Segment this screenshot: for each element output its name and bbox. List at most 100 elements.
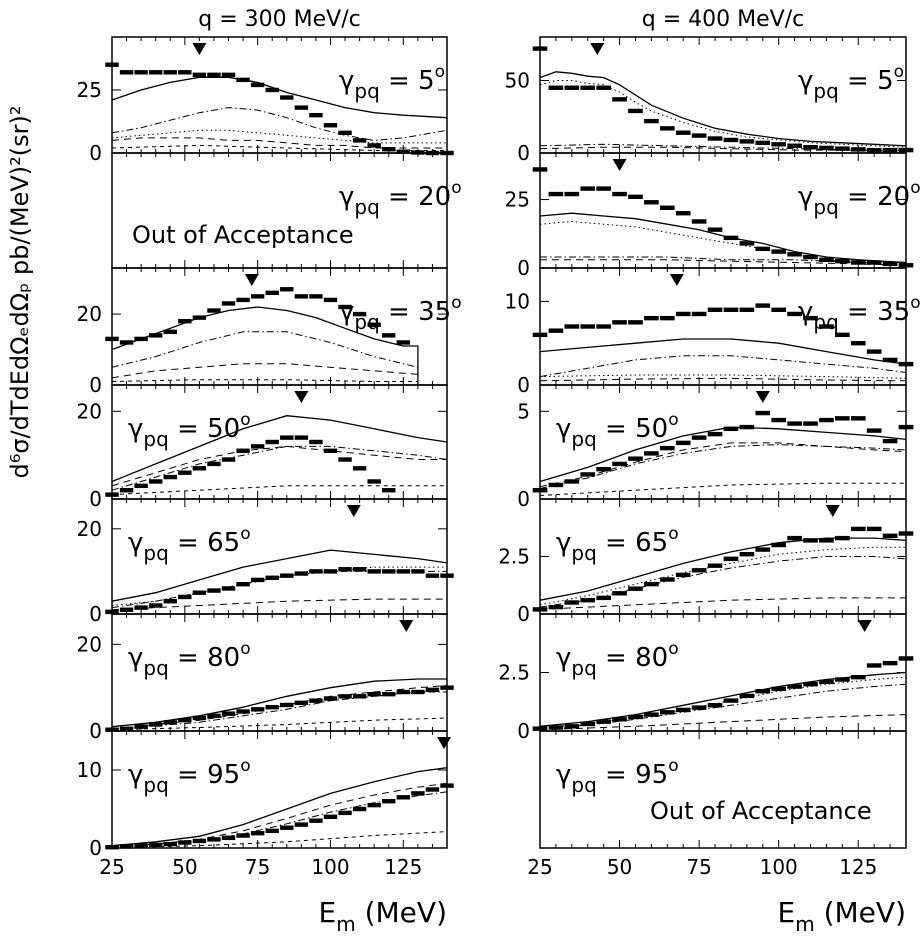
data-point (440, 783, 454, 788)
gamma-label: γpq = 80o (128, 639, 251, 680)
data-point (338, 810, 352, 816)
gamma-label: γpq = 65o (556, 524, 679, 565)
data-point (771, 249, 787, 254)
curve-dash-dot (539, 355, 907, 378)
y-tick-label: 50 (505, 69, 530, 93)
data-point (739, 693, 755, 699)
curve-dashed (111, 445, 447, 487)
acceptance-arrow-marker (590, 43, 605, 55)
data-point (250, 707, 265, 712)
y-tick-label: 2.5 (498, 661, 530, 685)
data-point (548, 604, 564, 610)
data-point (787, 311, 802, 317)
data-point (771, 417, 787, 423)
data-point (352, 138, 367, 143)
data-point (644, 118, 659, 124)
data-point (835, 332, 850, 338)
data-point (309, 698, 323, 703)
data-point (178, 70, 192, 75)
data-point (803, 254, 818, 260)
data-point (548, 725, 564, 730)
data-point (192, 715, 207, 721)
data-point (221, 835, 236, 841)
data-point (659, 126, 675, 131)
data-point (280, 287, 294, 292)
data-point (691, 311, 707, 317)
panel-q300-gamma-80: 0 20 γpq = 80o (77, 613, 454, 743)
data-point (819, 417, 834, 423)
data-point (596, 719, 611, 724)
curve-dashed (539, 597, 906, 610)
data-point (819, 538, 834, 543)
data-point (309, 294, 323, 299)
data-point (309, 439, 323, 445)
data-point (835, 677, 850, 682)
data-point (882, 261, 898, 267)
panel-q400-gamma-65: 0 2.5 γpq = 65o (498, 498, 914, 626)
data-point (367, 322, 381, 327)
data-point (564, 600, 580, 605)
data-point (294, 700, 309, 706)
curve-dash-dot (111, 331, 419, 368)
panel-frame (539, 730, 907, 849)
data-point (440, 685, 454, 690)
gamma-label: γpq = 50o (556, 410, 679, 451)
data-point (739, 552, 755, 557)
data-point (787, 684, 802, 689)
data-point (564, 724, 580, 729)
data-point (119, 70, 134, 75)
data-point (207, 308, 221, 313)
data-point (163, 841, 177, 847)
y-tick-label: 25 (505, 188, 530, 212)
data-point (105, 492, 119, 497)
data-point (548, 191, 564, 197)
data-point (675, 211, 691, 216)
data-point (352, 311, 367, 317)
data-point (612, 320, 627, 325)
data-point (612, 191, 627, 197)
x-tick-label: 25 (99, 855, 124, 879)
data-point (323, 569, 338, 574)
data-point (221, 457, 236, 462)
data-point (207, 837, 221, 842)
data-point (612, 461, 627, 467)
data-point (548, 482, 564, 488)
curve-total (111, 767, 448, 847)
data-point (691, 133, 707, 138)
curve-dash-dot (111, 570, 447, 609)
data-point (866, 147, 882, 153)
curve-dotted (539, 80, 907, 148)
data-point (675, 440, 691, 446)
panel-q400-gamma-20: 0 25 γpq = 20o (505, 152, 921, 280)
data-point (265, 828, 279, 834)
data-point (382, 799, 396, 804)
panel-q400-gamma-80: 0 2.5 γpq = 80o (498, 613, 914, 743)
data-point (352, 694, 367, 699)
data-point (280, 95, 294, 100)
data-point (723, 307, 739, 312)
data-point (192, 72, 207, 78)
data-point (675, 130, 691, 135)
data-point (580, 472, 596, 477)
data-point (771, 307, 787, 312)
data-point (192, 590, 207, 595)
data-point (787, 421, 802, 426)
data-point (691, 219, 707, 224)
curve-dash-dot (539, 143, 906, 151)
data-point (192, 838, 207, 844)
gamma-label: γpq = 20o (339, 178, 462, 219)
data-point (338, 567, 352, 572)
data-point (644, 712, 659, 717)
data-point (236, 709, 250, 714)
curve-total (111, 415, 448, 483)
data-point (659, 445, 675, 451)
panel-q400-gamma-35: 0 10 γpq = 35o (505, 267, 921, 397)
data-point (221, 586, 236, 591)
data-point (659, 205, 675, 210)
data-point (866, 260, 882, 265)
x-tick-label: 75 (686, 855, 711, 879)
data-point (707, 563, 723, 568)
data-point (564, 191, 580, 197)
data-point (309, 112, 323, 118)
data-point (280, 435, 294, 440)
